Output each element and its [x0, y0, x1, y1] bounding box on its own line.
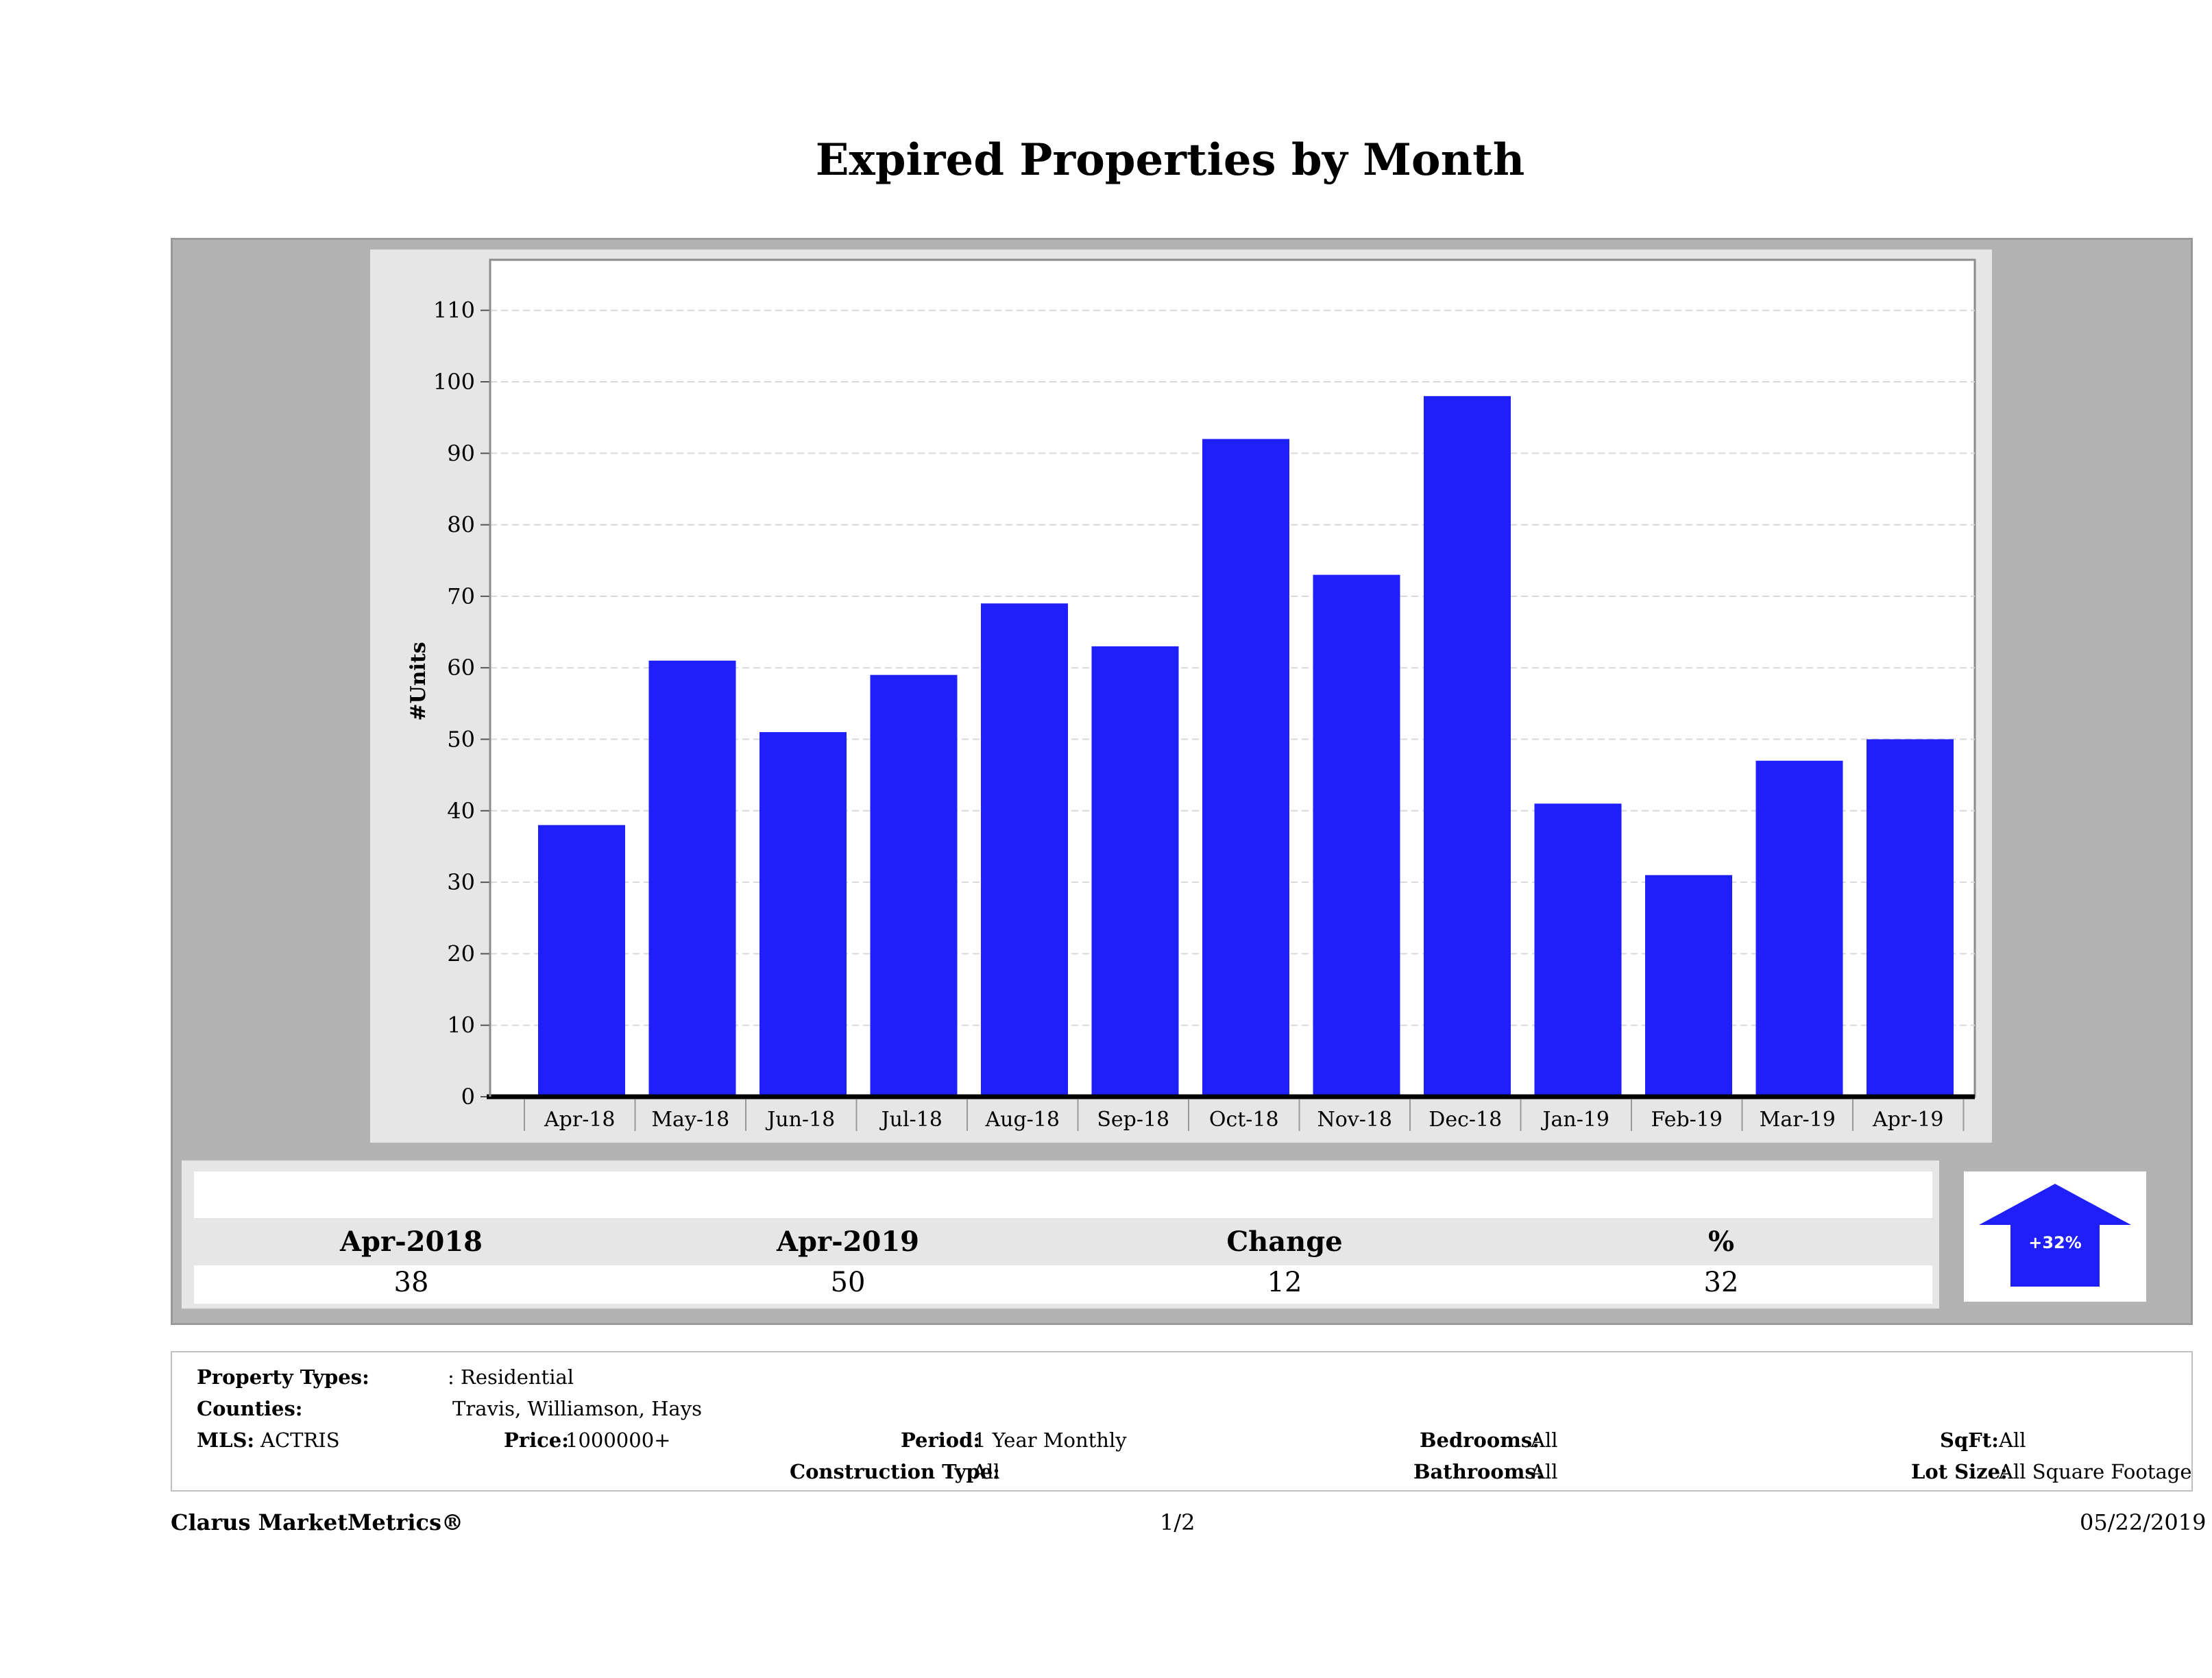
x-tick-label: Oct-18 — [1209, 1108, 1279, 1132]
stat-header-percent: % — [1707, 1226, 1734, 1258]
mls-value: ACTRIS — [260, 1428, 340, 1452]
footer-date: 05/22/2019 — [2080, 1509, 2207, 1535]
chart-panel: 0 10 20 30 40 50 60 70 80 90 100 110 Apr-18 May-18 Ju… — [370, 250, 1992, 1143]
stat-header-change: Change — [1226, 1226, 1343, 1258]
price-label: Price: — [504, 1428, 569, 1452]
y-tick-label: 10 — [447, 1012, 475, 1038]
property-types-label: Property Types: — [197, 1365, 369, 1389]
construction-type-value: All — [973, 1460, 1000, 1483]
lot-size-value: All Square Footage — [1999, 1460, 2192, 1483]
y-tick-label: 70 — [447, 583, 475, 609]
mls-label: MLS: — [197, 1428, 255, 1452]
x-tick-label: Jan-19 — [1540, 1108, 1609, 1132]
y-axis-label: #Units — [406, 642, 430, 720]
bar-apr-19 — [1867, 739, 1954, 1097]
stat-value-change: 12 — [1267, 1267, 1302, 1298]
sqft-value: All — [1999, 1428, 2026, 1452]
y-tick-label: 40 — [447, 798, 475, 824]
bar-jun-18 — [759, 732, 847, 1097]
y-tick-label: 90 — [447, 440, 475, 466]
sqft-label: SqFt: — [1940, 1428, 1999, 1452]
page-title: Expired Properties by Month — [815, 134, 1525, 186]
y-tick-label: 60 — [447, 655, 475, 681]
x-tick-label: Feb-19 — [1651, 1108, 1723, 1132]
bar-mar-19 — [1755, 760, 1843, 1097]
bar-aug-18 — [981, 603, 1068, 1097]
bar-chart: 0 10 20 30 40 50 60 70 80 90 100 110 Apr-18 May-18 Ju… — [406, 258, 1976, 1132]
counties-label: Counties: — [197, 1397, 303, 1420]
y-tick-label: 110 — [433, 297, 475, 324]
y-axis-ticks: 0 10 20 30 40 50 60 70 80 90 100 110 — [433, 297, 490, 1110]
change-percent-label: +32% — [2028, 1233, 2082, 1252]
price-value: 1000000+ — [566, 1428, 671, 1452]
stats-value-row — [194, 1265, 1932, 1304]
x-tick-label: Jul-18 — [879, 1108, 943, 1132]
footer-brand: Clarus MarketMetrics® — [171, 1509, 464, 1535]
x-tick-label: Dec-18 — [1429, 1108, 1502, 1132]
y-tick-label: 80 — [447, 512, 475, 538]
bathrooms-value: All — [1531, 1460, 1558, 1483]
x-tick-label: Apr-18 — [544, 1108, 616, 1132]
bar-sep-18 — [1091, 646, 1179, 1097]
bar-jul-18 — [870, 674, 958, 1097]
stats-top-row — [194, 1171, 1932, 1218]
bedrooms-label: Bedrooms: — [1420, 1428, 1540, 1452]
bar-nov-18 — [1313, 574, 1400, 1097]
stat-header-start: Apr-2018 — [339, 1226, 483, 1258]
counties-value: Travis, Williamson, Hays — [452, 1397, 702, 1420]
bedrooms-value: All — [1531, 1428, 1558, 1452]
bar-feb-19 — [1645, 875, 1732, 1097]
stat-value-end: 50 — [830, 1267, 866, 1298]
change-indicator: +32% — [1964, 1171, 2146, 1302]
x-tick-label: Jun-18 — [765, 1108, 835, 1132]
y-tick-label: 20 — [447, 940, 475, 966]
y-tick-label: 100 — [433, 369, 475, 395]
bar-jan-19 — [1534, 803, 1622, 1097]
bar-may-18 — [648, 660, 736, 1097]
stat-value-percent: 32 — [1703, 1267, 1739, 1298]
stat-header-end: Apr-2019 — [776, 1226, 919, 1258]
property-types-value: : Residential — [448, 1365, 574, 1389]
x-tick-label: Mar-19 — [1760, 1108, 1836, 1132]
construction-type-label: Construction Type: — [790, 1460, 1000, 1483]
lot-size-label: Lot Size: — [1911, 1460, 2008, 1483]
footer-page-number: 1/2 — [1160, 1509, 1195, 1535]
y-tick-label: 30 — [447, 869, 475, 895]
x-tick-label: Nov-18 — [1317, 1108, 1392, 1132]
period-value: 1 Year Monthly — [973, 1428, 1127, 1452]
filter-criteria-panel — [171, 1351, 2193, 1492]
bar-dec-18 — [1424, 396, 1511, 1097]
period-label: Period: — [901, 1428, 981, 1452]
x-tick-label: May-18 — [651, 1108, 729, 1132]
bars — [538, 396, 1954, 1097]
y-tick-label: 0 — [461, 1084, 475, 1110]
up-arrow-icon: +32% — [1979, 1184, 2131, 1287]
y-tick-label: 50 — [447, 727, 475, 753]
stat-value-start: 38 — [393, 1267, 429, 1298]
x-tick-label: Apr-19 — [1872, 1108, 1944, 1132]
bar-oct-18 — [1202, 439, 1289, 1097]
x-axis-ticks: Apr-18 May-18 Jun-18 Jul-18 Aug-18 Sep-18 Oct-… — [524, 1099, 1965, 1132]
bar-apr-18 — [538, 825, 625, 1097]
x-tick-label: Aug-18 — [984, 1108, 1060, 1132]
x-tick-label: Sep-18 — [1097, 1108, 1169, 1132]
bathrooms-label: Bathrooms: — [1413, 1460, 1544, 1483]
grid-lines — [490, 309, 1975, 1026]
